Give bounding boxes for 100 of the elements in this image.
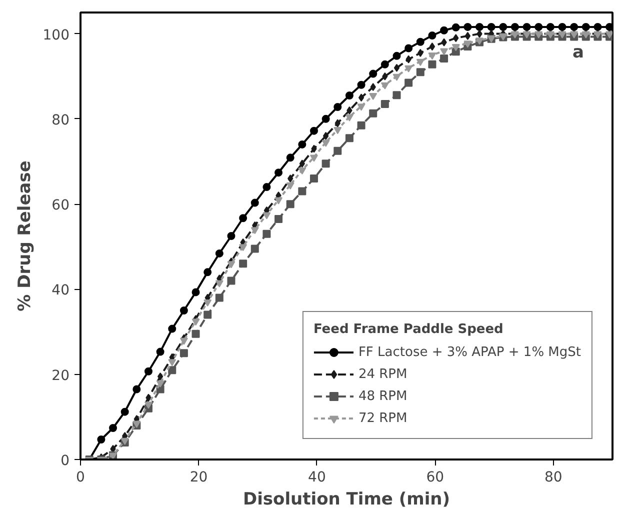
point: [357, 80, 366, 89]
point: [429, 42, 436, 51]
point: [334, 103, 342, 111]
point: [594, 22, 602, 31]
point: [109, 424, 118, 432]
point: [146, 394, 152, 402]
point: [168, 324, 176, 333]
point: [453, 34, 459, 42]
y-tick-label: 80: [52, 112, 70, 128]
point: [310, 126, 318, 135]
point: [298, 167, 306, 175]
point: [180, 338, 188, 345]
point: [215, 294, 224, 302]
point: [370, 83, 376, 91]
point: [510, 22, 519, 31]
point: [227, 232, 236, 240]
x-axis-title: Disolution Time (min): [242, 490, 450, 510]
point: [310, 174, 318, 183]
point: [250, 227, 259, 234]
point: [546, 22, 554, 31]
point: [522, 22, 531, 31]
point: [440, 26, 448, 34]
point: [406, 55, 412, 64]
legend-label: FF Lactose + 3% APAP + 1% MgSt: [358, 344, 581, 360]
point: [416, 68, 424, 76]
point: [392, 74, 401, 81]
point: [441, 38, 447, 46]
point: [286, 200, 294, 208]
point: [132, 385, 141, 394]
point: [380, 100, 389, 108]
point: [239, 260, 248, 268]
point: [357, 121, 366, 130]
point: [239, 214, 248, 222]
point: [369, 109, 378, 118]
point: [334, 119, 340, 128]
point: [227, 261, 236, 268]
point: [97, 436, 106, 444]
point: [250, 198, 259, 207]
y-tick-label: 40: [52, 282, 70, 299]
point: [156, 348, 164, 356]
point: [404, 65, 413, 72]
point: [570, 22, 578, 31]
point: [382, 72, 388, 80]
y-tick-label: 20: [52, 368, 70, 384]
point: [404, 78, 413, 87]
point: [357, 104, 366, 111]
point: [428, 52, 436, 60]
y-tick-label: 100: [42, 27, 70, 44]
point: [274, 168, 283, 177]
point: [288, 174, 294, 183]
point: [311, 144, 317, 153]
point: [144, 402, 152, 409]
point: [394, 64, 400, 72]
point: [369, 92, 378, 100]
point: [534, 22, 543, 31]
point: [418, 48, 424, 57]
point: [215, 280, 224, 288]
point: [144, 367, 152, 376]
point: [262, 183, 271, 192]
point: [428, 60, 436, 68]
point: [250, 244, 259, 253]
point: [440, 54, 448, 62]
point: [416, 38, 424, 46]
point: [192, 318, 200, 326]
x-tick-label: 80: [544, 470, 562, 486]
point: [464, 22, 472, 31]
point: [345, 114, 354, 122]
point: [345, 92, 354, 100]
point: [298, 140, 306, 148]
x-tick-label: 20: [190, 470, 208, 486]
point: [487, 22, 496, 31]
legend-title: Feed Frame Paddle Speed: [313, 322, 504, 337]
point: [156, 380, 164, 388]
point: [476, 30, 482, 38]
point: [180, 306, 188, 314]
point: [204, 268, 212, 276]
point: [582, 22, 590, 31]
x-tick-label: 0: [76, 470, 85, 486]
point: [168, 359, 176, 366]
point: [404, 44, 413, 52]
point: [392, 52, 401, 60]
point: [369, 70, 378, 78]
point: [322, 160, 330, 168]
point: [262, 230, 271, 238]
point: [274, 197, 283, 204]
point: [286, 182, 294, 190]
point: [428, 31, 436, 40]
point: [298, 187, 306, 196]
point: [464, 40, 472, 48]
point: [346, 106, 352, 114]
x-tick-label: 40: [308, 470, 326, 486]
point: [204, 299, 212, 307]
annotation: a: [572, 42, 584, 62]
point: [452, 23, 460, 32]
point: [380, 60, 389, 68]
point: [286, 154, 294, 162]
point: [192, 330, 200, 338]
point: [392, 91, 401, 100]
point: [168, 366, 176, 374]
y-axis-title: % Drug Release: [14, 160, 35, 312]
